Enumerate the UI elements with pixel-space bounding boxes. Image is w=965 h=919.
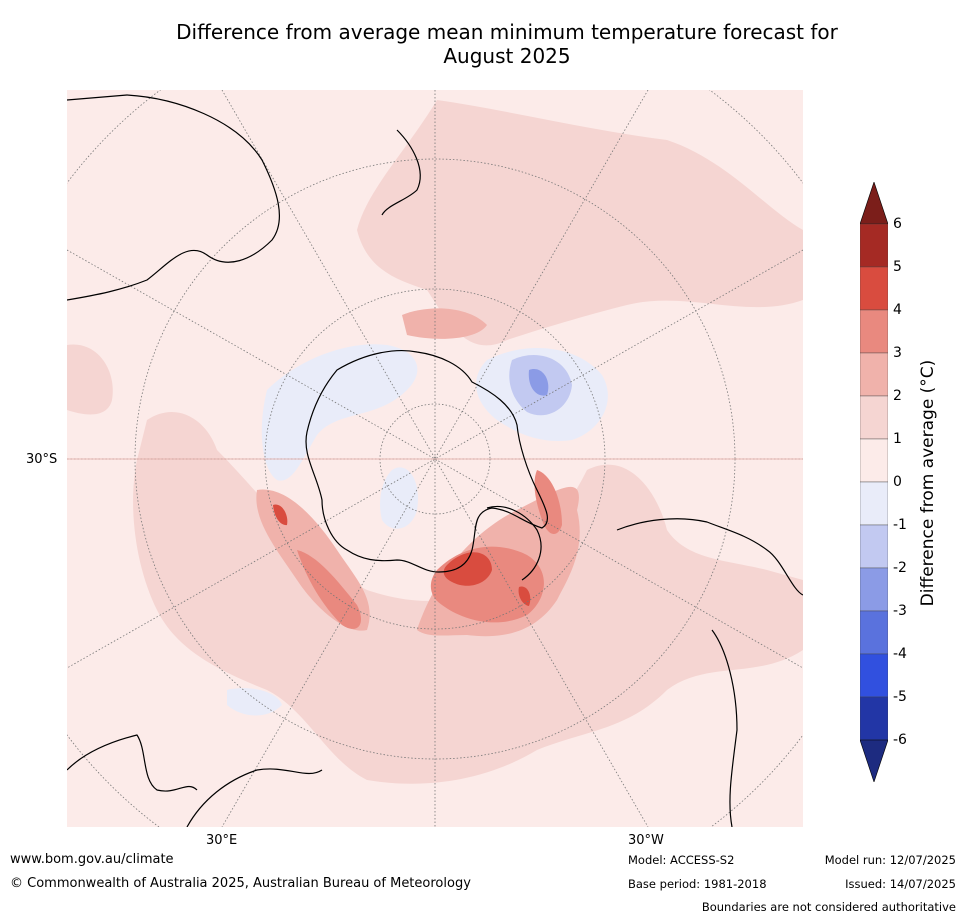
footer-copyright: © Commonwealth of Australia 2025, Austra…	[10, 876, 471, 891]
colorbar-band	[860, 524, 888, 569]
antarctica-coastline	[305, 350, 549, 573]
anomaly-area-3-4	[534, 470, 562, 535]
antarctic-peninsula-coastline	[486, 506, 542, 581]
africa-coastline	[67, 734, 198, 792]
colorbar-tick-label: -2	[893, 560, 907, 576]
colorbar-tick-label: -4	[893, 646, 907, 662]
colorbar-tick-label: -1	[893, 517, 907, 533]
footer-website: www.bom.gov.au/climate	[10, 852, 174, 867]
south-america-east-coastline	[711, 629, 738, 827]
colorbar-tick-label: 5	[893, 259, 902, 275]
footer-base-period: Base period: 1981-2018	[628, 877, 767, 891]
new-zealand-coastline	[381, 129, 421, 216]
colorbar-band	[860, 352, 888, 397]
colorbar-band	[860, 610, 888, 655]
africa-south-coastline	[186, 768, 323, 827]
colorbar-tick-label: 0	[893, 474, 902, 490]
colorbar-tick-label: 2	[893, 388, 902, 404]
title-line-2: August 2025	[443, 44, 571, 68]
colorbar-tick-label: 1	[893, 431, 902, 447]
longitude-label-30e: 30°E	[206, 833, 238, 848]
anomaly-area-4-5	[518, 586, 531, 606]
footer-issued: Issued: 14/07/2025	[845, 877, 956, 891]
longitude-label-30w: 30°W	[628, 833, 664, 848]
colorbar-tick-label: -3	[893, 603, 907, 619]
colorbar-label: Difference from average (°C)	[918, 359, 938, 607]
colorbar-band	[860, 309, 888, 354]
footer-model: Model: ACCESS-S2	[628, 853, 735, 867]
colorbar-extend-max	[860, 182, 888, 225]
map-panel	[67, 90, 803, 827]
colorbar-band	[860, 438, 888, 483]
colorbar-tick-label: -6	[893, 732, 907, 748]
colorbar-tick-label: 6	[893, 216, 902, 232]
anomaly-area-minus-1-0	[261, 344, 418, 481]
colorbar	[860, 182, 888, 782]
colorbar-band	[860, 653, 888, 698]
colorbar-extend-min	[860, 739, 888, 782]
anomaly-area-4-5	[273, 504, 288, 526]
anomaly-area-3-4	[297, 550, 362, 629]
colorbar-band	[860, 696, 888, 741]
anomaly-area-1-2	[67, 344, 113, 415]
anomaly-area-minus-1-0	[380, 467, 418, 529]
anomaly-area-minus-3-2	[528, 369, 549, 396]
footer-disclaimer: Boundaries are not considered authoritat…	[701, 900, 956, 914]
colorbar-band	[860, 266, 888, 311]
colorbar-bands	[860, 223, 888, 741]
map-title: Difference from average mean minimum tem…	[0, 20, 965, 68]
colorbar-tick-label: 3	[893, 345, 902, 361]
colorbar-band	[860, 567, 888, 612]
latitude-label-30s: 30°S	[26, 452, 58, 467]
colorbar-band	[860, 395, 888, 440]
australia-coastline	[67, 94, 280, 301]
colorbar-tick-label: -5	[893, 689, 907, 705]
colorbar-band	[860, 223, 888, 268]
colorbar-tick-label: 4	[893, 302, 902, 318]
south-america-coastline	[616, 518, 803, 596]
map-svg	[67, 90, 803, 827]
footer-model-run: Model run: 12/07/2025	[824, 853, 956, 867]
colorbar-band	[860, 481, 888, 526]
title-line-1: Difference from average mean minimum tem…	[176, 20, 838, 44]
anomaly-area-2-3	[402, 308, 487, 339]
anomaly-area-1-2	[357, 100, 803, 346]
coastlines	[67, 94, 803, 827]
anomaly-area-4-5	[443, 552, 492, 586]
